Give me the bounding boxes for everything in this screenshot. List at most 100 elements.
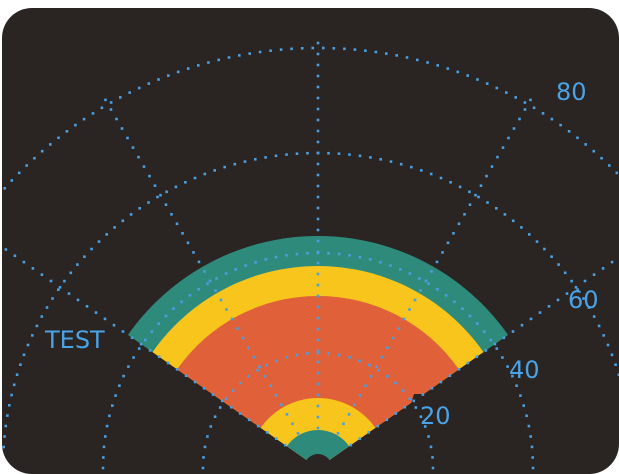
- grid-dot: [380, 355, 384, 359]
- grid-dot: [122, 374, 125, 378]
- grid-dot: [316, 52, 320, 56]
- grid-dot: [100, 106, 104, 110]
- grid-dot: [369, 374, 373, 378]
- grid-dot: [316, 351, 320, 355]
- grid-dot: [337, 152, 341, 155]
- grid-dot: [446, 241, 450, 245]
- grid-dot: [306, 252, 309, 255]
- grid-dot: [142, 165, 146, 168]
- grid-dot: [570, 279, 573, 283]
- grid-dot: [193, 380, 197, 384]
- grid-dot: [565, 292, 569, 295]
- grid-dot: [157, 355, 161, 358]
- grid-dot: [211, 393, 215, 396]
- grid-dot: [35, 324, 39, 328]
- grid-dot: [213, 169, 216, 172]
- grid-dot: [347, 413, 351, 416]
- grid-dot: [379, 261, 382, 264]
- grid-dot: [348, 356, 351, 359]
- grid-dot: [227, 56, 231, 59]
- grid-dot: [316, 338, 320, 342]
- grid-dot: [523, 101, 527, 104]
- grid-dot: [247, 374, 250, 378]
- grid-dot: [113, 226, 116, 229]
- grid-dot: [94, 311, 98, 314]
- grid-dot: [617, 373, 619, 376]
- grid-dot: [527, 424, 531, 428]
- grid-dot: [285, 153, 288, 156]
- grid-dot: [218, 406, 222, 409]
- grid-dot: [274, 154, 278, 158]
- grid-dot: [254, 158, 257, 161]
- grid-dot: [12, 383, 16, 387]
- grid-dot: [358, 437, 362, 440]
- grid-dot: [180, 300, 183, 304]
- grid-dot: [316, 316, 320, 320]
- grid-dot: [256, 368, 259, 372]
- grid-dot: [208, 279, 212, 283]
- grid-dot: [429, 172, 433, 176]
- grid-dot: [157, 78, 160, 81]
- grid-dot: [525, 414, 528, 418]
- grid-dot: [192, 251, 195, 254]
- grid-dot: [368, 258, 372, 261]
- grid-dot: [10, 393, 13, 397]
- grid-dot: [439, 176, 443, 180]
- grid-dot: [25, 164, 28, 167]
- grid-dot: [418, 277, 421, 280]
- grid-dot: [76, 263, 79, 266]
- grid-dot: [610, 353, 614, 357]
- grid-dot: [520, 226, 523, 229]
- grid-dot: [102, 445, 106, 449]
- grid-dot: [220, 399, 224, 403]
- grid-dot: [254, 261, 257, 264]
- grid-dot: [389, 264, 392, 267]
- grid-dot: [482, 330, 486, 333]
- grid-dot: [316, 107, 320, 111]
- grid-dot: [150, 330, 154, 333]
- grid-dot: [441, 251, 444, 254]
- grid-dot: [13, 254, 17, 258]
- grid-dot: [506, 365, 509, 368]
- grid-dot: [188, 294, 192, 297]
- grid-dot: [511, 374, 514, 378]
- grid-dot: [529, 435, 532, 438]
- grid-dot: [431, 456, 434, 459]
- grid-dot: [423, 425, 427, 428]
- grid-dot: [82, 117, 86, 121]
- grid-dot: [374, 50, 378, 54]
- grid-dot: [426, 61, 429, 64]
- grid-dot: [148, 174, 151, 178]
- grid-dot: [104, 435, 107, 438]
- grid-dot: [295, 353, 299, 357]
- grid-dot: [503, 213, 507, 216]
- grid-dot: [413, 298, 417, 302]
- grid-dot: [248, 52, 251, 55]
- grid-dot: [165, 190, 168, 194]
- grid-dot: [102, 456, 105, 459]
- grid-dot: [337, 353, 341, 357]
- grid-dot: [186, 67, 190, 70]
- grid-dot: [316, 85, 320, 89]
- grid-dot: [495, 207, 498, 210]
- grid-dot: [358, 394, 362, 397]
- grid-dot: [170, 213, 173, 216]
- grid-dot: [477, 195, 480, 199]
- grid-dot: [225, 308, 228, 311]
- grid-dot: [458, 185, 462, 189]
- grid-dot: [457, 222, 461, 226]
- grid-dot: [215, 277, 218, 280]
- grid-dot: [67, 292, 71, 295]
- grid-dot: [217, 58, 220, 62]
- grid-dot: [316, 140, 320, 144]
- grid-dot: [435, 260, 439, 264]
- range-label-60: 60: [568, 286, 599, 314]
- grid-dot: [452, 232, 455, 235]
- grid-dot: [105, 424, 109, 428]
- grid-dot: [74, 123, 77, 127]
- grid-dot: [236, 327, 239, 330]
- grid-dot: [233, 162, 237, 166]
- grid-dot: [530, 445, 534, 449]
- grid-dot: [567, 130, 571, 133]
- grid-dot: [453, 300, 456, 304]
